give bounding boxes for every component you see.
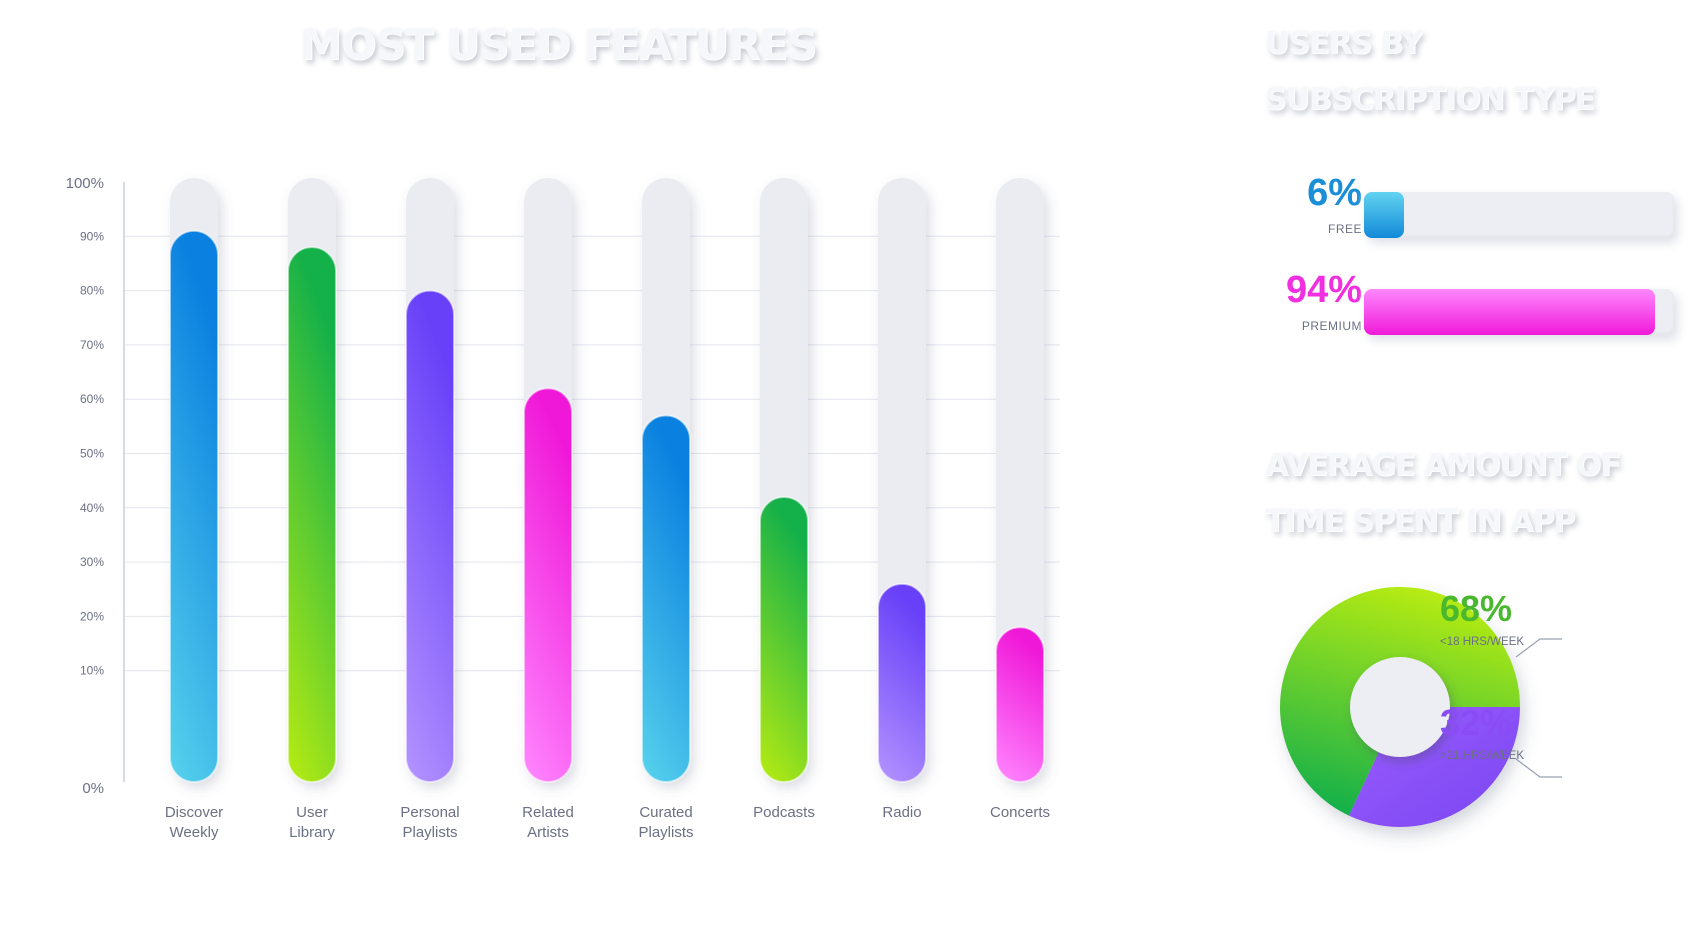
x-tick-label: Personal Playlists [400, 804, 459, 841]
y-tick-label: 90% [80, 229, 104, 243]
most-used-features-bar-chart: 0% 10% 20% 30% 40% 50% 60% 70% 80% 90% 100% Discov… [66, 175, 1060, 841]
subscription-premium-percent: 94% [1285, 269, 1362, 311]
x-axis: Discover Weekly User Library Personal Playlis… [165, 804, 1050, 841]
x-tick-label: Discover Weekly [165, 804, 223, 841]
bar [877, 582, 927, 783]
chart-title-users-by-subscription: USERS BY SUBSCRIPTION TYPE [1265, 16, 1595, 128]
y-tick-label: 70% [80, 338, 104, 352]
title-line: SUBSCRIPTION TYPE [1265, 82, 1595, 117]
donut-slice [1280, 587, 1520, 816]
subscription-premium-track [1364, 289, 1674, 335]
subscription-free-track [1364, 192, 1674, 238]
bar [995, 626, 1045, 784]
chart-title-average-time-spent: AVERAGE AMOUNT OF TIME SPENT IN APP [1265, 438, 1621, 550]
subscription-premium-label: PREMIUM [1301, 319, 1362, 333]
x-tick-label: Podcasts [753, 804, 815, 821]
subscription-row-premium: 94% PREMIUM [1250, 269, 1680, 353]
grid [124, 235, 1060, 672]
donut-callouts: 68% <18 HRS/WEEK 32% >21 HRS/WEEK [1440, 588, 1562, 778]
subscription-free-label: FREE [1327, 222, 1362, 236]
y-tick-label: 80% [80, 284, 104, 298]
subscription-free-bar [1364, 192, 1404, 238]
y-tick-label: 30% [80, 555, 104, 569]
x-tick-label: User Library [289, 804, 335, 841]
x-tick-label: Curated Playlists [638, 804, 693, 841]
x-tick-label: Concerts [990, 804, 1050, 821]
bar [287, 246, 337, 784]
chart-title-most-used-features: MOST USED FEATURES [300, 20, 817, 69]
donut-category-label: <18 HRS/WEEK [1440, 636, 1524, 648]
donut-slice [1348, 707, 1520, 827]
time-spent-donut-chart: 68% <18 HRS/WEEK 32% >21 HRS/WEEK [1280, 587, 1562, 827]
y-tick-label: 100% [66, 175, 104, 192]
bar [169, 229, 219, 784]
title-line: USERS BY [1265, 26, 1423, 61]
y-tick-label: 0% [82, 780, 104, 797]
x-tick-label: Related Artists [522, 804, 574, 841]
donut-percent-label: 32% [1440, 702, 1512, 743]
bar [759, 495, 809, 783]
y-tick-label: 40% [80, 501, 104, 515]
donut-hole [1350, 657, 1450, 757]
donut-slices [1280, 587, 1520, 827]
bars [169, 178, 1045, 784]
title-line: AVERAGE AMOUNT OF [1265, 448, 1621, 483]
donut-center [1350, 657, 1450, 757]
title-line: TIME SPENT IN APP [1265, 504, 1575, 539]
subscription-row-free: 6% FREE [1250, 172, 1680, 256]
callout-line [1515, 758, 1562, 778]
subscription-free-percent: 6% [1307, 172, 1362, 214]
bar [405, 289, 455, 783]
bar [523, 387, 573, 783]
y-tick-label: 60% [80, 392, 104, 406]
subscription-premium-bar [1364, 289, 1656, 335]
callout-line [1515, 638, 1562, 658]
donut-percent-label: 68% [1440, 588, 1512, 629]
donut-category-label: >21 HRS/WEEK [1440, 750, 1524, 762]
bar [641, 414, 691, 783]
y-axis: 0% 10% 20% 30% 40% 50% 60% 70% 80% 90% 100% [66, 175, 105, 797]
y-tick-label: 50% [80, 447, 104, 461]
y-tick-label: 10% [80, 664, 104, 678]
y-tick-label: 20% [80, 609, 104, 623]
x-tick-label: Radio [882, 804, 921, 821]
